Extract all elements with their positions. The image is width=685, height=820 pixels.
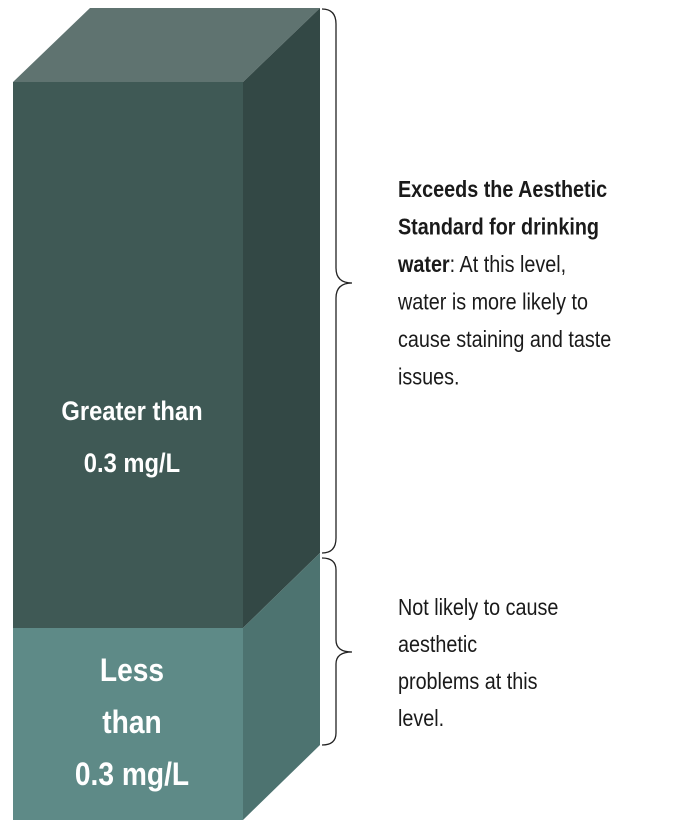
plain-text: : At this level,	[450, 252, 566, 278]
segment-label: Greater than	[61, 397, 202, 427]
plain-text: Not likely to cause	[398, 595, 558, 621]
segment-label: Less	[100, 653, 164, 688]
annotation-line: Not likely to cause	[398, 595, 558, 621]
annotation-line: Exceeds the Aesthetic	[398, 177, 607, 203]
annotation-line: water: At this level,	[397, 252, 566, 278]
upper-brace	[321, 8, 353, 554]
segment-label: 0.3 mg/L	[75, 757, 189, 792]
segment-label: 0.3 mg/L	[84, 449, 180, 479]
upper-side	[243, 8, 320, 628]
bold-text: Standard for drinking	[398, 214, 599, 240]
plain-text: problems at this	[398, 669, 538, 695]
annotation-texts: Exceeds the Aesthetic Standard for drinki…	[397, 177, 611, 732]
bold-text: water	[397, 252, 450, 278]
bold-text: Exceeds the Aesthetic	[398, 177, 607, 203]
annotation-line: level.	[398, 706, 444, 732]
annotation-line: problems at this	[398, 669, 538, 695]
annotation-line: cause staining and taste	[398, 327, 611, 353]
annotation-line: aesthetic	[398, 632, 477, 658]
lower-front	[13, 628, 243, 820]
plain-text: level.	[398, 706, 444, 732]
upper-front	[13, 82, 243, 628]
plain-text: issues.	[398, 364, 460, 390]
plain-text: cause staining and taste	[398, 327, 611, 353]
segment-labels: Greater than 0.3 mg/L Less than 0.3 mg/L	[61, 397, 202, 793]
lower-side	[243, 553, 320, 820]
plain-text: water is more likely to	[397, 289, 588, 315]
lower-brace	[321, 557, 353, 746]
segment-label: than	[102, 705, 161, 740]
annotation-line: Standard for drinking	[398, 214, 599, 240]
annotation-line: issues.	[398, 364, 460, 390]
annotation-line: water is more likely to	[397, 289, 588, 315]
plain-text: aesthetic	[398, 632, 477, 658]
column-top	[13, 8, 320, 82]
